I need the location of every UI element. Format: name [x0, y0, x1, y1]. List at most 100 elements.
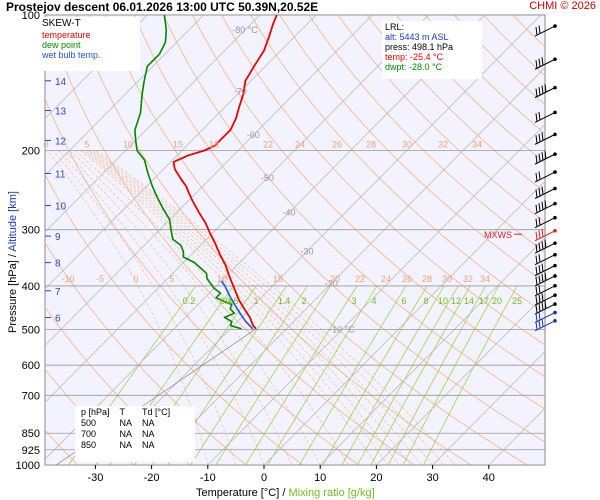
x-axis-temp-label: Temperature [°C] [196, 487, 280, 499]
pressure-tick-label: 300 [22, 225, 40, 237]
wind-barb-staff [534, 133, 556, 145]
wind-barb-feather [535, 88, 538, 97]
wind-barb-feather [538, 320, 541, 329]
adiabat-label: 10 [217, 274, 227, 284]
adiabat-label: 0 [133, 274, 138, 284]
table-cell: NA [142, 428, 155, 439]
y-axis-press-label: Pressure [hPa] [7, 260, 19, 333]
wind-barb-staff [534, 153, 556, 165]
mixing-ratio-label: 0.4 [220, 296, 233, 306]
wind-barb [534, 215, 557, 229]
mixing-ratio-label: 1 [253, 296, 258, 306]
mixing-ratio-label: 0.2 [183, 296, 196, 306]
wind-barb-staff [534, 87, 556, 99]
wind-barb [534, 132, 557, 145]
wind-barb-feather [541, 132, 544, 141]
wind-barb-station [553, 132, 557, 137]
altitude-tick-label: 6 [55, 313, 61, 324]
table-cell: NA [142, 417, 155, 428]
table-cell: NA [119, 439, 133, 450]
pressure-tick-label: 700 [22, 390, 40, 402]
wind-barb-feather [544, 239, 547, 248]
legend-item-temperature: temperature [42, 30, 91, 40]
wind-barb-feather [535, 218, 538, 227]
wind-barb-feather [535, 276, 538, 286]
isotherm-label: -50 [261, 173, 274, 183]
lrl-alt: alt: 5443 m ASL [385, 32, 449, 42]
wind-barb [534, 300, 557, 315]
mixing-ratio-label: 6 [401, 296, 406, 306]
x-tick-label: 30 [426, 472, 438, 484]
table-header: p [hPa] [81, 406, 110, 417]
isotherm-label: -70 [234, 87, 247, 97]
table-row: 500 NA NA [75, 417, 174, 428]
adiabat-label: 28 [366, 139, 376, 149]
wind-barb-feather [541, 152, 544, 161]
pressure-tick-label: 500 [22, 325, 40, 337]
table-cell: 850 [81, 439, 97, 450]
mixing-ratio-label: 10 [438, 296, 448, 306]
adiabat-label: 20 [330, 274, 340, 284]
moist-adiabat [84, 150, 400, 465]
dewpoint-curve [134, 15, 242, 330]
wind-barb-feather [535, 135, 538, 144]
wind-barb-feather [541, 318, 544, 327]
altitude-tick-label: 7 [55, 287, 61, 298]
mixing-ratio-label: 1.4 [278, 296, 291, 306]
wind-barb-staff [534, 275, 556, 287]
isotherm [45, 15, 485, 460]
wind-barb-feather [541, 228, 544, 237]
wind-barb-feather [541, 293, 544, 302]
wind-barb-staff [534, 203, 556, 215]
wind-barb [534, 228, 557, 242]
isotherm [45, 15, 148, 120]
adiabat-label: 30 [442, 274, 452, 284]
y-axis-sep: / [7, 254, 19, 258]
wind-barb-station [553, 274, 557, 278]
wind-barb-feather [541, 273, 544, 283]
temperature-curve [172, 15, 278, 330]
y-axis-alt-label: Altitude [km] [7, 191, 19, 252]
wind-barb-feather [538, 265, 541, 274]
moist-adiabat [91, 150, 433, 465]
isotherm [319, 237, 545, 465]
pressure-tick-label: 100 [22, 10, 40, 22]
wind-barb-feather [538, 285, 541, 294]
table-cell: NA [119, 417, 133, 428]
altitude-tick-label: 12 [55, 136, 67, 147]
wind-barb-staff [534, 294, 556, 306]
adiabat-label: -5 [96, 274, 104, 284]
wind-barb-feather [538, 275, 541, 284]
wind-barb-staff [534, 217, 556, 229]
wind-barb-staff [534, 242, 556, 254]
legend: SKEW-T temperature dew point wet bulb te… [42, 17, 140, 71]
adiabat-label: 10 [123, 139, 133, 149]
wind-barb-feather [535, 231, 538, 240]
wind-barb-feather [538, 242, 541, 251]
mixing-ratio-label: 4 [371, 296, 376, 306]
lrl-press: press: 498.1 hPa [385, 42, 454, 52]
table-cell: 700 [81, 428, 97, 439]
isotherm [95, 15, 542, 465]
x-tick-label: 10 [314, 472, 326, 484]
wind-barb-staff [534, 285, 556, 297]
wind-barb-feather [538, 230, 541, 239]
wind-barb-feather [538, 111, 541, 120]
adiabat-label: -10 [61, 274, 74, 284]
x-axis-sep: / [282, 487, 286, 499]
wind-barb-station [553, 293, 557, 297]
wind-barb [534, 263, 557, 277]
wind-barb-station [553, 229, 557, 233]
table-cell: 500 [81, 417, 97, 428]
wind-barb-feather [535, 255, 538, 264]
wind-barb-feather [544, 200, 547, 209]
moist-adiabat [63, 150, 293, 465]
wind-barb-feather [535, 305, 538, 314]
wind-barb-station [553, 302, 557, 306]
table-header: Td [°C] [142, 406, 171, 417]
isotherm [151, 67, 545, 465]
wind-barb [534, 110, 557, 123]
isotherm-label: -40 [282, 208, 295, 218]
wind-barb [534, 186, 557, 199]
